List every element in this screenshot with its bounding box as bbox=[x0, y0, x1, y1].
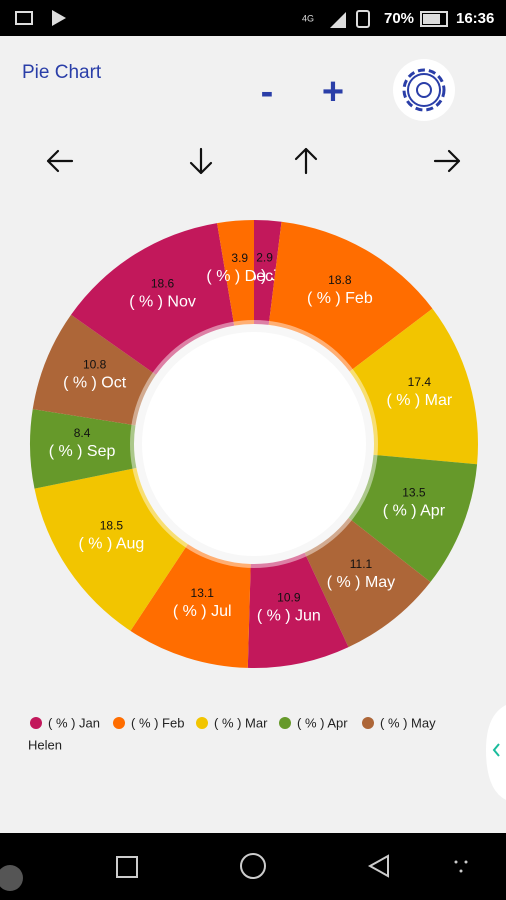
value-label: 18.5 bbox=[100, 518, 124, 532]
slice-label: ( % ) Dec bbox=[206, 268, 273, 285]
value-label: 13.5 bbox=[402, 485, 426, 499]
gear-hole bbox=[416, 82, 432, 98]
zoom-out-button[interactable]: - bbox=[261, 71, 274, 113]
side-tab-arrow bbox=[492, 743, 500, 757]
nav-bar bbox=[0, 833, 506, 900]
play-icon bbox=[52, 10, 66, 26]
slice-label: ( % ) Nov bbox=[129, 294, 196, 311]
screenshot-icon bbox=[15, 11, 33, 25]
donut-slice bbox=[254, 220, 282, 325]
gear-body bbox=[407, 73, 441, 107]
donut-slice bbox=[30, 409, 137, 489]
legend-entry: ( % ) May bbox=[380, 715, 436, 730]
donut-slice bbox=[32, 314, 156, 426]
donut-slice bbox=[349, 308, 479, 465]
settings-button[interactable] bbox=[393, 59, 455, 121]
value-label: 3.9 bbox=[231, 251, 248, 265]
back-button[interactable] bbox=[367, 854, 389, 878]
clock: 16:36 bbox=[456, 10, 494, 27]
value-label: 8.4 bbox=[74, 426, 91, 440]
slice-label: ( % ) Jul bbox=[173, 603, 232, 620]
value-label: 10.9 bbox=[277, 591, 301, 605]
legend-entry: ( % ) Mar bbox=[214, 715, 268, 730]
value-label: 11.1 bbox=[350, 557, 373, 571]
donut-slice bbox=[71, 223, 235, 375]
value-label: 10.8 bbox=[83, 357, 107, 371]
battery-icon bbox=[420, 11, 448, 27]
battery-level bbox=[423, 14, 440, 24]
arrow-right[interactable] bbox=[433, 149, 461, 173]
gear-teeth bbox=[402, 68, 446, 112]
legend-swatch bbox=[196, 717, 208, 729]
arrow-left[interactable] bbox=[46, 149, 74, 173]
slice-label: ( % ) Apr bbox=[383, 503, 446, 520]
slice-label: ( % ) Jun bbox=[257, 608, 321, 625]
donut-slice bbox=[247, 552, 349, 669]
legend-swatch bbox=[362, 717, 374, 729]
floating-dot bbox=[0, 865, 23, 891]
slice-label: ( % ) Sep bbox=[49, 443, 116, 460]
slice-label: ( % ) Feb bbox=[307, 290, 373, 307]
legend-swatch bbox=[30, 717, 42, 729]
slice-label: ( % ) Aug bbox=[79, 535, 145, 552]
slice-label: ( % ) Oct bbox=[63, 375, 127, 392]
donut-hole bbox=[142, 332, 366, 556]
app-title: Pie Chart bbox=[22, 62, 102, 83]
value-label: 17.4 bbox=[408, 375, 432, 389]
recents-button[interactable] bbox=[116, 856, 138, 878]
network-type: 4G bbox=[302, 13, 314, 23]
legend-label: Helen bbox=[28, 737, 62, 752]
donut-slice bbox=[130, 544, 251, 668]
menu-button[interactable] bbox=[454, 860, 468, 873]
legend-entry: ( % ) Apr bbox=[297, 715, 348, 730]
sim-icon bbox=[356, 10, 370, 28]
legend-swatch bbox=[113, 717, 125, 729]
donut-slice bbox=[304, 517, 431, 648]
donut-slice bbox=[34, 467, 188, 631]
battery-percent: 70% bbox=[384, 10, 414, 27]
value-label: 13.1 bbox=[191, 586, 215, 600]
legend-swatch bbox=[279, 717, 291, 729]
legend: Helen ( % ) Jan ( % ) Feb ( % ) Mar ( % ) A… bbox=[28, 715, 436, 752]
arrow-down[interactable] bbox=[189, 147, 213, 175]
arrow-up[interactable] bbox=[294, 147, 318, 175]
donut-slice bbox=[268, 221, 433, 372]
settings-bg bbox=[393, 59, 455, 121]
slice-label: ( % ) Mar bbox=[386, 392, 452, 409]
value-label: 18.6 bbox=[151, 277, 175, 291]
legend-entry: ( % ) Feb bbox=[131, 715, 184, 730]
slice-label: ( % ) May bbox=[327, 574, 395, 591]
home-button[interactable] bbox=[240, 853, 266, 879]
donut-slice bbox=[348, 454, 478, 583]
value-label: 18.8 bbox=[328, 273, 352, 287]
donut-slice bbox=[217, 220, 254, 326]
zoom-in-button[interactable]: + bbox=[322, 71, 344, 113]
signal-icon bbox=[330, 12, 346, 28]
legend-entry: ( % ) Jan bbox=[48, 715, 100, 730]
value-label: 2.9 bbox=[256, 250, 273, 264]
